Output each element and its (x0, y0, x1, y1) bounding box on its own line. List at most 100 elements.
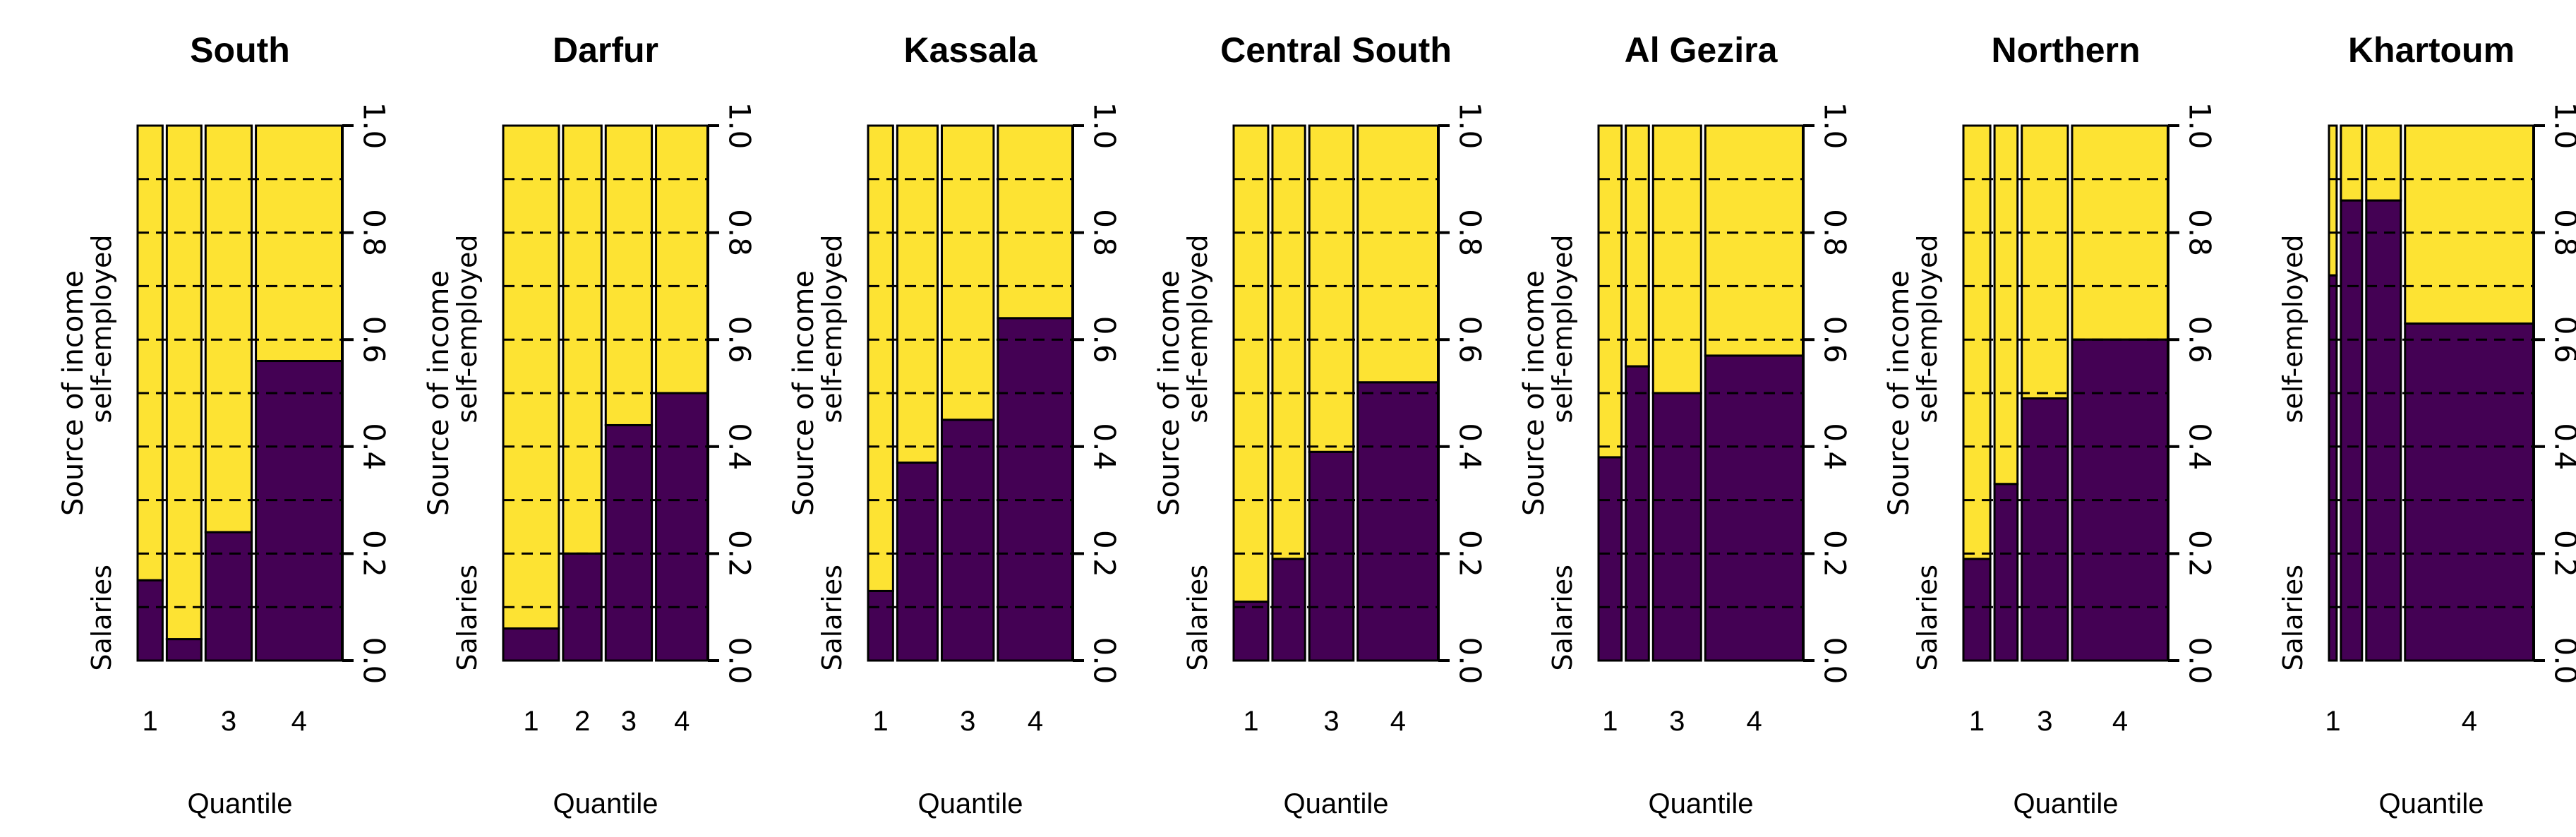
x-axis-title: Quantile (1649, 788, 1754, 819)
mosaic-tile-salaries (2340, 199, 2364, 662)
y-tick-label: 0.0 (2183, 637, 2217, 685)
y-tick-label: 0.8 (723, 209, 757, 256)
mosaic-tile-salaries (2365, 199, 2402, 662)
category-label-salaries: Salaries (2277, 565, 2309, 671)
mosaic-tile-self-employed (2340, 124, 2364, 202)
y-tick-label: 0.8 (1818, 209, 1853, 256)
mosaic-panel: South 0.0 0.2 0.4 0.6 0.8 1.0 Salaries self-empl… (57, 30, 392, 819)
x-tick-label: 1 (143, 706, 158, 737)
x-tick-label: 3 (221, 706, 236, 737)
mosaic-tile-salaries (165, 638, 203, 662)
mosaic-tile-salaries (1993, 483, 2019, 662)
x-tick-label: 4 (291, 706, 307, 737)
category-label-self-employed: self-employed (817, 235, 848, 423)
y-tick-label: 1.0 (2548, 102, 2576, 150)
y-tick-label: 0.2 (1088, 530, 1122, 577)
category-label-self-employed: self-employed (452, 235, 483, 423)
y-tick-label: 1.0 (723, 102, 757, 150)
y-tick-label: 1.0 (357, 102, 392, 150)
category-label-salaries: Salaries (1182, 565, 1213, 671)
mosaic-tile-salaries (1625, 365, 1650, 662)
mosaic-tile-self-employed (2365, 124, 2402, 202)
mosaic-panel: Kassala 0.0 0.2 0.4 0.6 0.8 1.0 Salaries self-em… (788, 30, 1122, 819)
mosaic-tile-self-employed (1993, 124, 2019, 486)
y-tick-label: 0.0 (1453, 637, 1488, 685)
mosaic-tile-salaries (2328, 274, 2338, 662)
mosaic-tile-self-employed (204, 124, 253, 534)
mosaic-tile-salaries (1651, 392, 1702, 662)
mosaic-tile-self-employed (1625, 124, 1650, 368)
y-tick-label: 0.6 (723, 316, 757, 363)
mosaic-tile-salaries (204, 531, 253, 662)
mosaic-tile-self-employed (2404, 124, 2535, 325)
mosaic-panel: Central South 0.0 0.2 0.4 0.6 0.8 1.0 Salaries s… (1153, 30, 1488, 819)
y-tick-label: 0.6 (2548, 316, 2576, 363)
mosaic-tile-salaries (136, 579, 164, 662)
y-tick-label: 0.2 (1818, 530, 1853, 577)
mosaic-tile-self-employed (604, 124, 654, 426)
y-tick-label: 0.6 (1453, 316, 1488, 363)
y-axis-title: Source of income (57, 270, 90, 516)
mosaic-tile-self-employed (867, 124, 894, 592)
mosaic-tile-self-employed (940, 124, 995, 421)
y-tick-label: 0.8 (2548, 209, 2576, 256)
panel-title: Darfur (553, 30, 658, 70)
x-tick-label: 1 (2325, 706, 2340, 737)
x-tick-label: 4 (674, 706, 690, 737)
category-label-self-employed: self-employed (1547, 235, 1578, 423)
x-tick-label: 4 (2112, 706, 2128, 737)
y-tick-label: 0.2 (2183, 530, 2217, 577)
x-tick-label: 4 (1747, 706, 1762, 737)
category-label-salaries: Salaries (452, 565, 483, 671)
y-tick-label: 0.6 (1818, 316, 1853, 363)
x-axis-title: Quantile (2379, 788, 2484, 819)
mosaic-tile-salaries (1962, 558, 1992, 662)
x-axis-title: Quantile (553, 788, 658, 819)
mosaic-tile-self-employed (502, 124, 560, 630)
y-tick-label: 0.4 (357, 423, 392, 470)
mosaic-tile-self-employed (1651, 124, 1702, 395)
y-tick-label: 0.0 (2548, 637, 2576, 685)
mosaic-tile-salaries (1308, 450, 1355, 662)
y-tick-label: 0.4 (2548, 423, 2576, 470)
y-tick-label: 0.8 (1088, 209, 1122, 256)
y-tick-label: 1.0 (1453, 102, 1488, 150)
y-axis-title: Source of income (1883, 270, 1915, 516)
mosaic-tile-salaries (2021, 397, 2069, 662)
x-tick-label: 4 (1390, 706, 1406, 737)
y-tick-label: 0.4 (1453, 423, 1488, 470)
category-label-salaries: Salaries (86, 565, 117, 671)
category-label-self-employed: self-employed (1912, 235, 1943, 423)
mosaic-tile-salaries (997, 317, 1074, 662)
mosaic-tile-self-employed (255, 124, 344, 363)
y-tick-label: 0.0 (357, 637, 392, 685)
x-axis-title: Quantile (1284, 788, 1389, 819)
panel-title: Al Gezira (1625, 30, 1778, 70)
mosaic-tile-salaries (1597, 456, 1623, 662)
y-tick-label: 0.0 (1088, 637, 1122, 685)
mosaic-tile-self-employed (1232, 124, 1270, 603)
y-tick-label: 0.0 (723, 637, 757, 685)
y-tick-label: 0.6 (357, 316, 392, 363)
mosaic-tile-self-employed (165, 124, 203, 641)
mosaic-panel: Northern 0.0 0.2 0.4 0.6 0.8 1.0 Salaries self-e… (1883, 30, 2217, 819)
mosaic-tile-self-employed (1271, 124, 1306, 560)
y-tick-label: 0.2 (1453, 530, 1488, 577)
category-label-salaries: Salaries (1912, 565, 1943, 671)
y-tick-label: 0.8 (1453, 209, 1488, 256)
y-tick-label: 0.4 (723, 423, 757, 470)
mosaic-panel: Al Gezira 0.0 0.2 0.4 0.6 0.8 1.0 Salaries self-… (1518, 30, 1853, 819)
mosaic-tile-salaries (1356, 381, 1440, 662)
y-tick-label: 0.8 (357, 209, 392, 256)
panel-title: Kassala (903, 30, 1037, 70)
y-tick-label: 1.0 (1088, 102, 1122, 150)
x-tick-label: 4 (1028, 706, 1043, 737)
mosaic-tile-self-employed (2021, 124, 2069, 400)
mosaic-tile-self-employed (136, 124, 164, 582)
x-tick-label: 1 (1243, 706, 1258, 737)
y-tick-label: 0.2 (2548, 530, 2576, 577)
mosaic-tile-salaries (502, 627, 560, 662)
mosaic-tile-salaries (867, 589, 894, 662)
mosaic-tile-salaries (2404, 322, 2535, 662)
